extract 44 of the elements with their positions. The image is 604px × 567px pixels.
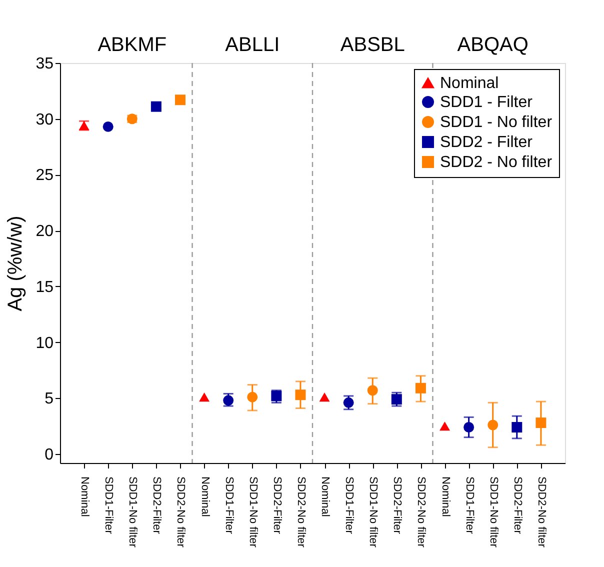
text: ABKMF xyxy=(98,34,167,56)
x-tick-label: SDD2-No filter xyxy=(174,476,187,548)
x-tick-label: SDD2-No filter xyxy=(535,476,548,548)
x-tick-label: SDD2-No filter xyxy=(415,476,428,548)
legend-label: SDD1 - No filter xyxy=(440,114,553,131)
y-tick-label: 10 xyxy=(36,334,54,352)
legend-label: SDD1 - Filter xyxy=(440,94,534,111)
point xyxy=(319,392,330,402)
x-tick-label: Nominal xyxy=(439,476,452,517)
x-tick-label: SDD1-No filter xyxy=(246,476,259,548)
y-axis-title: Ag (%w/w) xyxy=(4,216,27,312)
y-tick-label: 5 xyxy=(44,390,54,408)
point xyxy=(440,422,450,431)
y-tick-label: 35 xyxy=(36,56,54,72)
x-tick-label: Nominal xyxy=(319,476,332,517)
y-tick-label: 0 xyxy=(44,446,54,464)
x-tick-label: SDD1-Filter xyxy=(343,476,356,534)
y-tick-label: 25 xyxy=(36,167,54,184)
point xyxy=(199,392,210,402)
point xyxy=(174,94,186,106)
x-tick-label: SDD2-Filter xyxy=(511,476,524,534)
y-tick-label: 20 xyxy=(36,223,54,240)
legend-label: SDD2 - Filter xyxy=(440,134,534,151)
legend-label: Nominal xyxy=(440,75,499,92)
legend-label: SDD2 - No filter xyxy=(440,154,553,171)
point xyxy=(150,101,162,112)
x-tick-label: Nominal xyxy=(198,476,211,517)
y-tick-label: 15 xyxy=(36,278,54,296)
x-tick-label: SDD1-No filter xyxy=(126,476,139,548)
x-tick-label: Nominal xyxy=(78,476,91,517)
text: ABLLI xyxy=(225,34,280,56)
point xyxy=(102,121,114,132)
x-tick-label: SDD2-Filter xyxy=(391,476,404,534)
x-tick-label: SDD1-Filter xyxy=(463,476,476,534)
text: ABQAQ xyxy=(457,34,528,56)
x-tick-label: SDD1-Filter xyxy=(222,476,235,534)
x-tick-label: SDD2-No filter xyxy=(294,476,307,548)
x-tick-label: SDD2-Filter xyxy=(150,476,163,534)
x-tick-label: SDD1-Filter xyxy=(102,476,115,534)
text: ABSBL xyxy=(340,34,405,56)
x-tick-label: SDD1-No filter xyxy=(367,476,380,548)
x-tick-label: SDD2-Filter xyxy=(270,476,283,534)
y-tick-label: 30 xyxy=(36,111,54,128)
x-tick-label: SDD1-No filter xyxy=(487,476,500,548)
